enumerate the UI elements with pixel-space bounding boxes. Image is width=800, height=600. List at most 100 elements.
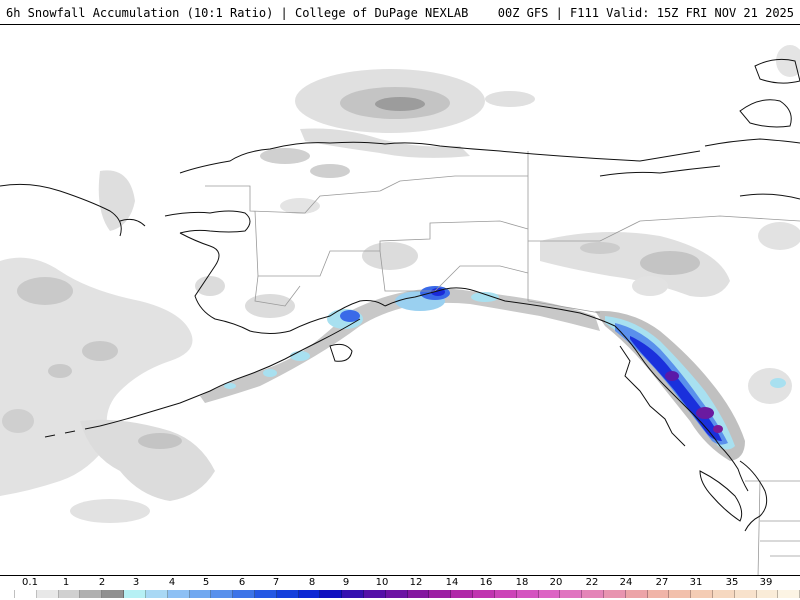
snowfall-map[interactable] bbox=[0, 24, 800, 576]
western-alaska-coast bbox=[179, 232, 291, 334]
legend-color-cell bbox=[407, 590, 430, 598]
beaufort-coast bbox=[599, 165, 721, 177]
se-band-purple-2 bbox=[696, 407, 714, 419]
legend-label: 4 bbox=[168, 577, 176, 588]
legend-label: 31 bbox=[689, 577, 703, 588]
legend-label: 18 bbox=[515, 577, 529, 588]
se-alaska-snow-band bbox=[595, 310, 786, 461]
legend-color-cell bbox=[211, 590, 234, 598]
legend-color-cell bbox=[473, 590, 495, 598]
map-title: 6h Snowfall Accumulation (10:1 Ratio) | … bbox=[6, 6, 469, 20]
western-snow bbox=[98, 170, 135, 231]
legend-color-cell bbox=[145, 590, 168, 598]
kenai-snow-blue bbox=[340, 310, 360, 322]
legend-color-cell bbox=[58, 590, 81, 598]
vancouver-island bbox=[699, 470, 743, 522]
legend-label: 16 bbox=[479, 577, 493, 588]
legend-color-cell bbox=[451, 590, 474, 598]
legend-color-cell bbox=[124, 590, 146, 598]
legend-label: 0.1 bbox=[22, 577, 38, 588]
legend-color-cell bbox=[603, 590, 626, 598]
se-alaska-coast bbox=[614, 325, 749, 492]
se-band-purple-3 bbox=[713, 425, 723, 433]
map-canvas bbox=[0, 45, 800, 575]
legend-colorbar: 0.1 1 2 3 4 5 6 7 8 9 10 12 14 16 18 20 22 24 27 31 35 39 bbox=[0, 576, 800, 600]
legend-label: 20 bbox=[549, 577, 563, 588]
canadian-island-1 bbox=[739, 99, 792, 128]
legend-label: 27 bbox=[655, 577, 669, 588]
legend-color-cell bbox=[669, 590, 692, 598]
bering-snow-core-2 bbox=[82, 341, 118, 361]
legend-label: 3 bbox=[132, 577, 140, 588]
header-bar: 6h Snowfall Accumulation (10:1 Ratio) | … bbox=[0, 0, 800, 24]
legend-label: 24 bbox=[619, 577, 633, 588]
legend-label: 6 bbox=[238, 577, 246, 588]
legend-color-cell bbox=[167, 590, 190, 598]
legend-color-cell bbox=[713, 590, 735, 598]
interior-bc-cyan bbox=[770, 378, 786, 388]
legend-color-cell bbox=[233, 590, 255, 598]
legend-label: 2 bbox=[98, 577, 106, 588]
legend-color-cell bbox=[429, 590, 452, 598]
borough-line-2 bbox=[254, 210, 529, 277]
yukon-snow-core-2 bbox=[580, 242, 620, 254]
legend-color-cell bbox=[298, 590, 321, 598]
aleutian-islands bbox=[44, 425, 101, 438]
canadian-island-2 bbox=[754, 58, 800, 84]
legend-color-cell bbox=[342, 590, 364, 598]
arctic-snow-peak bbox=[375, 97, 425, 111]
coastlines bbox=[0, 58, 800, 532]
chukotka-tip bbox=[119, 218, 146, 227]
legend-color-cell bbox=[691, 590, 713, 598]
bering-snow-core-1 bbox=[17, 277, 73, 305]
interior-snow-1 bbox=[195, 276, 225, 296]
coastal-snow-band bbox=[200, 286, 600, 403]
legend-label: 9 bbox=[342, 577, 350, 588]
legend-color-cell bbox=[778, 590, 800, 598]
legend-label: 14 bbox=[445, 577, 459, 588]
south-bering-snow-core bbox=[138, 433, 182, 449]
us-county-lines bbox=[760, 520, 800, 557]
canadian-coast-lower bbox=[739, 193, 800, 200]
se-alaska-islands bbox=[619, 345, 686, 447]
legend-label: 7 bbox=[272, 577, 280, 588]
yukon-snow-core bbox=[640, 251, 700, 275]
far-south-snow bbox=[70, 499, 150, 523]
legend-color-cell bbox=[254, 590, 277, 598]
interior-snow-2 bbox=[245, 294, 295, 318]
legend-color-cell bbox=[494, 590, 517, 598]
legend-color-cell bbox=[538, 590, 561, 598]
legend-color-cell bbox=[364, 590, 386, 598]
borough-line-1 bbox=[205, 175, 528, 214]
borough-line-3 bbox=[379, 250, 529, 292]
legend-color-bar bbox=[14, 590, 800, 600]
gulf-of-alaska-coast bbox=[384, 287, 616, 327]
coastal-band-gray bbox=[200, 288, 600, 403]
far-north-snow bbox=[776, 45, 800, 77]
legend-label: 12 bbox=[409, 577, 423, 588]
legend-label: 5 bbox=[202, 577, 210, 588]
model-run-info: 00Z GFS | F111 Valid: 15Z FRI NOV 21 202… bbox=[497, 6, 794, 20]
bristol-bay-coast bbox=[289, 300, 386, 332]
legend-color-cell bbox=[582, 590, 604, 598]
legend-label: 22 bbox=[585, 577, 599, 588]
legend-color-cell bbox=[625, 590, 648, 598]
legend-color-cell bbox=[102, 590, 125, 598]
chukotka-coast bbox=[0, 183, 122, 237]
arctic-snow-tail bbox=[485, 91, 535, 107]
se-band-purple-1 bbox=[665, 371, 679, 381]
legend-color-cell bbox=[189, 590, 212, 598]
legend-color-cell bbox=[560, 590, 583, 598]
aleutian-snow-cyan-2 bbox=[263, 369, 277, 377]
north-slope-snow-3 bbox=[310, 164, 350, 178]
legend-color-cell bbox=[36, 590, 59, 598]
legend-color-cell bbox=[276, 590, 299, 598]
legend-color-cell bbox=[756, 590, 779, 598]
nwt-snow bbox=[758, 222, 800, 250]
kodiak-island bbox=[329, 343, 353, 362]
bc-coast bbox=[739, 460, 768, 532]
north-slope-snow-2 bbox=[260, 148, 310, 164]
legend-label: 1 bbox=[62, 577, 70, 588]
north-slope-snow bbox=[300, 128, 470, 158]
legend-label: 39 bbox=[759, 577, 773, 588]
